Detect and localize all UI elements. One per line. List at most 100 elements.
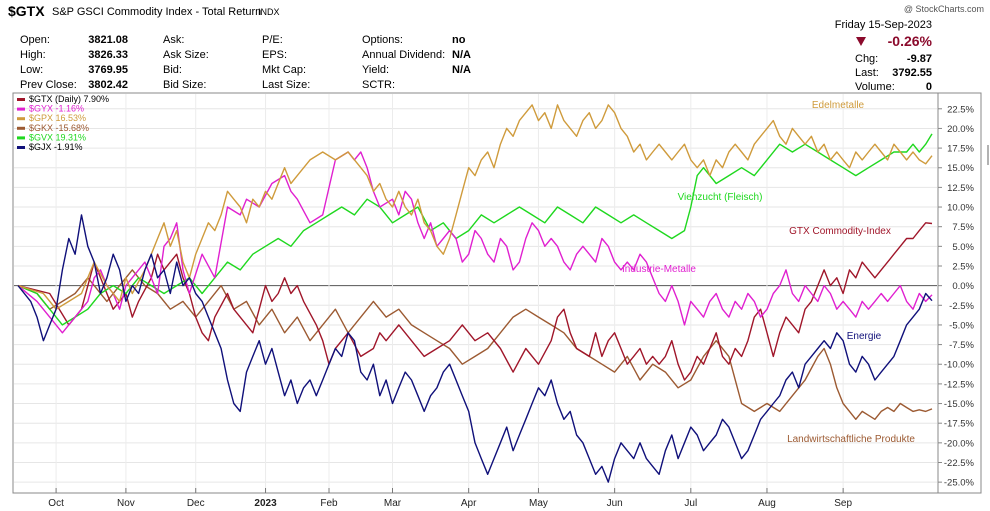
chart-symbol: $GTX [8, 3, 45, 19]
open-value: 3821.08 [88, 34, 128, 46]
prev-close-label: Prev Close: [20, 79, 77, 91]
options-value: no [452, 34, 466, 46]
open-label: Open: [20, 34, 50, 46]
volume-label: Volume: [855, 81, 895, 93]
series-label-gpx: Edelmetalle [812, 100, 865, 111]
y-tick-label: 15.0% [947, 163, 974, 174]
legend: $GTX (Daily) 7.90%$GYX -1.16%$GPX 16.53%… [17, 94, 109, 152]
legend-swatch-gtx [17, 98, 25, 101]
grid [14, 94, 937, 492]
series-line-gkx [17, 269, 933, 420]
y-tick-label: 17.5% [947, 144, 974, 155]
bid-size-label: Bid Size: [163, 79, 206, 91]
last-label: Last: [855, 67, 879, 79]
legend-swatch-gpx [17, 117, 25, 121]
series-line-gvx [17, 133, 933, 326]
series-line-gjx [17, 214, 933, 483]
y-tick-label: 12.5% [947, 183, 974, 194]
x-tick-label: 2023 [254, 498, 277, 509]
x-tick-label: Sep [834, 498, 852, 509]
y-tick-label: 5.0% [952, 242, 974, 253]
series-label-gtx: GTX Commodity-Index [789, 226, 891, 237]
y-tick-label: -17.5% [944, 419, 975, 430]
x-tick-label: May [529, 498, 548, 509]
chg-value: -9.87 [907, 53, 932, 65]
quote-panel: Open: 3821.08 High: 3826.33 Low: 3769.95… [20, 33, 933, 93]
y-tick-label: 7.5% [952, 222, 974, 233]
dividend-value: N/A [452, 49, 471, 61]
chart-exchange: INDX [258, 7, 280, 17]
eps-label: EPS: [262, 49, 287, 61]
series-label-gjx: Energie [847, 331, 882, 342]
legend-entry-gkx: $GKX -15.68% [29, 123, 89, 133]
series-annotations: GTX Commodity-Index Industrie-Metalle Edel… [622, 100, 915, 445]
x-tick-label: Oct [48, 498, 64, 509]
series-label-gkx: Landwirtschaftliche Produkte [787, 434, 915, 445]
legend-entry-gpx: $GPX 16.53% [29, 113, 86, 123]
y-tick-label: -12.5% [944, 379, 975, 390]
series-lines [17, 104, 933, 483]
series-label-gyx: Industrie-Metalle [622, 264, 696, 275]
high-value: 3826.33 [88, 49, 128, 61]
x-tick-label: Apr [461, 498, 477, 509]
high-label: High: [20, 49, 46, 61]
chart-index-name: S&P GSCI Commodity Index - Total Return [52, 6, 261, 18]
x-tick-label: Jun [607, 498, 623, 509]
series-line-gyx [17, 151, 933, 334]
low-label: Low: [20, 64, 43, 76]
bid-label: Bid: [163, 64, 182, 76]
x-tick-label: Nov [117, 498, 135, 509]
legend-entry-gvx: $GVX 19.31% [29, 132, 86, 142]
y-tick-label: 10.0% [947, 203, 974, 214]
chg-label: Chg: [855, 53, 878, 65]
y-tick-label: -10.0% [944, 360, 975, 371]
quote-date: Friday 15-Sep-2023 [835, 19, 932, 31]
series-line-gpx [17, 104, 933, 310]
y-axis-ticks: -25.0% -22.5% -20.0% -17.5% -15.0% -12.5% -10.… [938, 104, 975, 489]
y-tick-label: -2.5% [949, 301, 974, 312]
x-tick-label: Jul [684, 498, 697, 509]
y-tick-label: -20.0% [944, 438, 975, 449]
pe-label: P/E: [262, 34, 283, 46]
series-label-gvx: Viehzucht (Fleisch) [678, 192, 763, 203]
low-value: 3769.95 [88, 64, 128, 76]
y-tick-label: -15.0% [944, 399, 975, 410]
y-tick-label: 20.0% [947, 124, 974, 135]
last-value: 3792.55 [892, 67, 932, 79]
x-tick-label: Mar [384, 498, 402, 509]
plot-area [12, 92, 939, 494]
y-tick-label: -5.0% [949, 320, 974, 331]
x-axis-ticks: Oct Nov Dec 2023 Feb Mar Apr May Jun Jul Aug Sep [48, 488, 852, 509]
legend-swatch-gvx [17, 136, 25, 140]
x-tick-label: Dec [187, 498, 205, 509]
options-label: Options: [362, 34, 403, 46]
prev-close-value: 3802.42 [88, 79, 128, 91]
legend-swatch-gjx [17, 146, 25, 149]
y-tick-label: -22.5% [944, 458, 975, 469]
sctr-label: SCTR: [362, 79, 395, 91]
legend-entry-gtx: $GTX (Daily) 7.90% [29, 94, 109, 104]
pct-change: -0.26% [888, 33, 933, 49]
down-arrow-icon [856, 37, 866, 46]
y-tick-label: -7.5% [949, 340, 974, 351]
legend-swatch-gkx [17, 126, 25, 130]
mkt-cap-label: Mkt Cap: [262, 64, 306, 76]
volume-value: 0 [926, 81, 932, 93]
legend-entry-gyx: $GYX -1.16% [29, 104, 84, 114]
watermark: @ StockCharts.com [904, 4, 984, 14]
x-tick-label: Feb [320, 498, 338, 509]
y-axis-panel [937, 92, 982, 494]
ask-size-label: Ask Size: [163, 49, 209, 61]
y-tick-label: 2.5% [952, 261, 974, 272]
yield-value: N/A [452, 64, 471, 76]
legend-entry-gjx: $GJX -1.91% [29, 142, 83, 152]
y-tick-label: 0.0% [952, 281, 974, 292]
y-tick-label: 22.5% [947, 104, 974, 115]
x-tick-label: Aug [758, 498, 776, 509]
yield-label: Yield: [362, 64, 389, 76]
dividend-label: Annual Dividend: [362, 49, 445, 61]
last-size-label: Last Size: [262, 79, 310, 91]
legend-swatch-gyx [17, 107, 25, 111]
ask-label: Ask: [163, 34, 184, 46]
